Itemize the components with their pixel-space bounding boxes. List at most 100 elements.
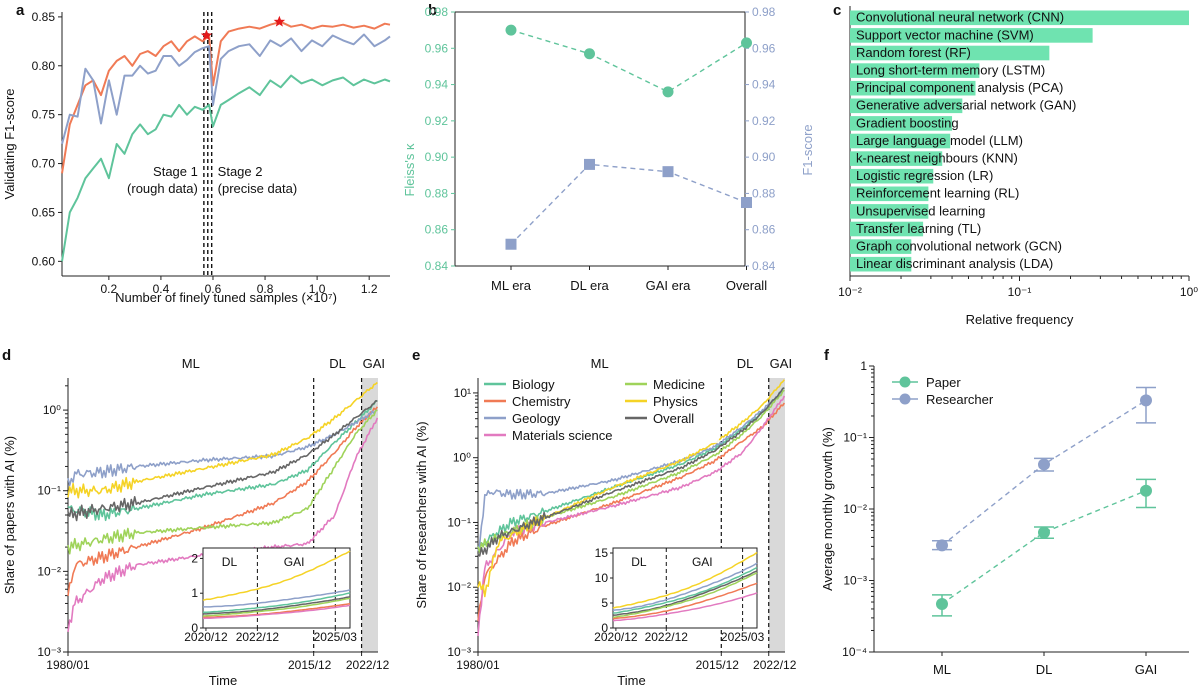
x-axis-label: Number of finely tuned samples (×10⁷) [115,290,337,305]
panel-f-axes [873,366,1189,653]
bar-category-label: Convolutional neural network (CNN) [856,10,1064,25]
x-tick-label: 10⁻¹ [1008,285,1032,299]
x-category-label: GAI era [646,278,692,293]
legend-entry: Geology [512,411,561,426]
inset-series-line-pink [202,604,351,620]
inset-y-tick-label: 0 [191,621,198,635]
series-line-slate [477,389,785,552]
inset-series-line-green [612,566,758,614]
bar [850,45,1050,61]
bar-category-label: Linear discriminant analysis (LDA) [856,256,1053,271]
inset-chart: 0 5 10 15 2020/12 2022/12 2025/03 DL GAI [594,546,764,644]
x-tick-label: 0.6 [205,282,222,296]
inset-x-tick-label: 2020/12 [184,630,228,644]
bar-category-label: Random forest (RF) [856,45,971,60]
y-tick-label: 0.75 [32,108,56,122]
era-label-ml: ML [591,356,609,371]
series-line-green [477,387,785,548]
bar-category-label: Unsupervised learning [856,203,985,218]
inset-series-line-pink [612,592,758,622]
inset-era-label-dl: DL [222,555,238,569]
y-tick-label: 10⁻¹ [843,431,867,445]
inset-series-line-orange [202,603,351,619]
bar [850,168,934,184]
panel-label-b: b [428,2,437,19]
y-tick-label: 10⁻² [37,564,61,578]
y-tick-label: 10⁰ [453,451,471,465]
y-axis-label: Validating F1-score [2,88,17,199]
y-tick-label: 10⁻³ [37,645,61,659]
bar [850,204,929,219]
inset-y-tick-label: 0 [601,621,608,635]
inset-series-line-yellow [612,551,758,609]
y-axis-label: Share of papers with AI (%) [2,436,17,594]
y-tick-label: 10⁻¹ [447,515,471,529]
left-y-tick-label: 0.94 [425,78,449,92]
y-tick-label: 0.60 [32,254,56,268]
panel-label-f: f [824,347,830,364]
inset-frame [202,547,351,629]
legend-swatch-marker [899,393,911,405]
inset-era-label-gai: GAI [284,555,305,569]
y-tick-label: 10⁻² [843,502,867,516]
right-y-tick-label: 0.90 [752,150,776,164]
bar [850,63,980,78]
data-point-square [584,158,595,170]
x-category-label: ML [933,662,951,677]
inset-series-line-lime [612,572,758,619]
series-line-green [67,400,378,522]
series-line-green [510,29,747,93]
inset-x-tick-label: 2025/03 [721,630,765,644]
inset-y-tick-label: 5 [601,596,608,610]
data-point-circle [936,539,948,552]
y-axis-label: Share of researchers with AI (%) [414,421,429,608]
best-score-star-marker [200,29,213,41]
bar [850,239,912,254]
series-line-gray [477,387,785,557]
bar-category-label: Generative adversarial network (GAN) [856,98,1076,113]
inset-x-tick-label: 2022/12 [645,630,689,644]
inset-chart: 0 1 2 2020/12 2022/12 2025/03 DL GAI [184,547,357,644]
left-y-tick-label: 0.88 [425,186,449,200]
data-point-circle [1038,458,1050,471]
x-tick-label: 10⁰ [1180,285,1198,299]
y-tick-label: 1 [860,359,867,373]
x-tick-label: 1980/01 [46,658,90,672]
bar-category-label: Large language model (LLM) [856,133,1023,148]
data-point-circle [584,48,595,60]
left-y-tick-label: 0.86 [425,223,449,237]
x-tick-label: 2022/12 [753,658,797,672]
data-point-circle [936,597,948,610]
panel-label-e: e [412,347,420,364]
bar [850,151,943,166]
inset-series-line-slate [203,589,351,608]
y-tick-label: 10⁰ [43,403,61,417]
era-label-gai: GAI [363,356,385,371]
y-tick-label: 0.85 [32,10,56,24]
right-y-tick-label: 0.98 [752,5,776,19]
data-point-circle [662,86,674,98]
legend-entry: Paper [926,375,961,390]
legend-entry: Biology [512,377,555,392]
panel-label-d: d [2,347,11,364]
y-tick-label: 10¹ [454,386,471,400]
right-y-tick-label: 0.94 [752,78,776,92]
era-label-ml: ML [182,356,200,371]
stage1-sublabel: (rough data) [127,181,198,196]
x-tick-label: 1.2 [361,282,378,296]
series-line-slate [61,33,391,145]
legend-background [479,374,719,443]
inset-series-line-gray [203,596,351,615]
bar-category-label: Logistic regression (LR) [856,168,993,183]
bar-category-label: Support vector machine (SVM) [856,27,1034,42]
inset-y-tick-label: 1 [191,586,198,600]
bar-category-label: Graph convolutional network (GCN) [856,238,1062,253]
x-category-label: DL [1036,662,1053,677]
left-y-axis-label: Fleiss's κ [402,143,417,197]
x-category-label: Overall [726,278,767,293]
x-category-label: GAI [1135,662,1157,677]
legend-entry: Overall [653,411,694,426]
inset-series-line-orange [612,582,758,620]
gai-era-shade [768,378,785,652]
legend-entry: Physics [653,394,698,409]
